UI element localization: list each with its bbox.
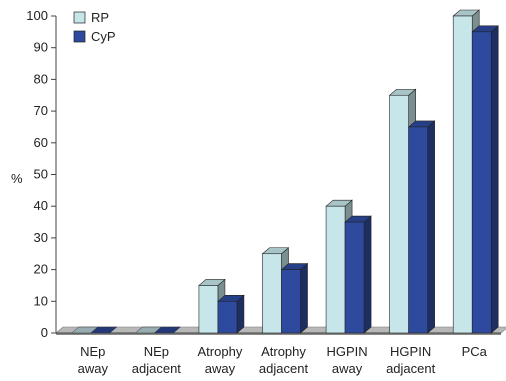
x-tick-label: PCa <box>462 344 488 359</box>
bar-side <box>490 25 499 334</box>
legend-swatch-rp <box>73 11 86 24</box>
x-tick-label: HGPIN away <box>326 344 367 376</box>
bar-cyp-6 <box>471 25 500 334</box>
bar-side <box>300 262 308 334</box>
y-axis: 0 10 20 30 40 50 60 70 80 90 100 <box>26 8 57 340</box>
bar-side <box>427 120 435 334</box>
y-tick-label: 0 <box>41 325 48 340</box>
bar-front <box>325 205 346 334</box>
x-tick-label: Atrophy adjacent <box>259 344 309 376</box>
bar-front <box>408 126 428 334</box>
y-tick-label: 10 <box>34 293 48 308</box>
bar-front <box>389 94 409 334</box>
bar-top <box>90 326 118 334</box>
y-tick-label: 70 <box>34 103 48 118</box>
x-axis-labels: NEp away NEp adjacent Atrophy away Atrophy adja… <box>78 344 488 376</box>
bar-front <box>217 300 238 334</box>
y-tick-label: 80 <box>34 71 48 86</box>
bars <box>71 9 500 334</box>
y-tick-label: 90 <box>34 40 48 55</box>
y-tick-label: 100 <box>26 8 48 23</box>
bar-cyp-3 <box>280 262 309 334</box>
bar-front <box>262 253 282 334</box>
floor-front <box>56 333 501 335</box>
legend-label-cyp: CyP <box>91 29 116 44</box>
bar-cyp-1 <box>153 326 182 334</box>
x-tick-label: HGPIN adjacent <box>386 344 436 376</box>
x-tick-label: Atrophy away <box>198 344 243 376</box>
y-tick-label: 60 <box>34 135 48 150</box>
y-tick-label: 30 <box>34 230 48 245</box>
bar-front <box>452 15 473 334</box>
bar-cyp-2 <box>217 294 245 334</box>
y-tick-label: 40 <box>34 198 48 213</box>
y-axis-label: % <box>11 171 23 186</box>
bar-cyp-0 <box>90 326 118 334</box>
y-tick-label: 20 <box>34 262 48 277</box>
x-tick-label: NEp adjacent <box>132 344 182 376</box>
bar-cyp-4 <box>344 215 372 334</box>
bar-front <box>281 269 301 334</box>
y-tick-label: 50 <box>34 167 48 182</box>
bar-top <box>153 326 182 334</box>
x-tick-label: NEp away <box>78 344 109 376</box>
legend-swatch-cyp <box>73 30 86 43</box>
bar-cyp-5 <box>407 120 436 334</box>
bar-front <box>471 31 492 334</box>
legend-label-rp: RP <box>91 10 109 25</box>
legend: RP CyP <box>73 10 116 44</box>
bar-front <box>198 285 219 334</box>
bar-side <box>236 294 245 334</box>
bar-front <box>344 221 365 334</box>
bar-side <box>363 215 372 334</box>
